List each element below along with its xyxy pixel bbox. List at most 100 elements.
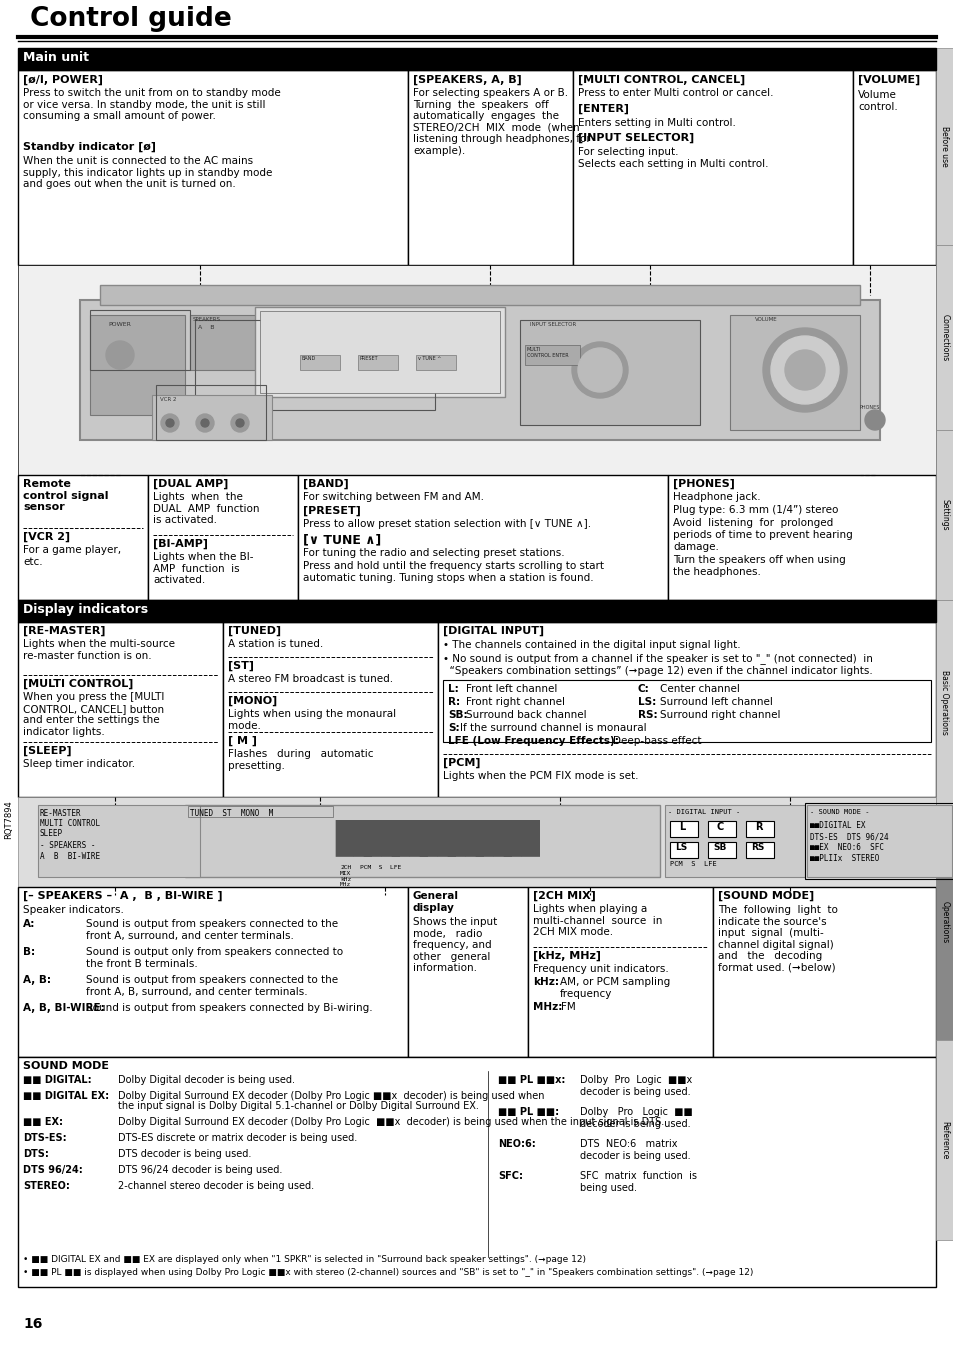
Text: Front right channel: Front right channel	[465, 697, 564, 706]
Bar	[194, 319, 435, 410]
Bar	[408, 887, 527, 1057]
Text: DTS-ES:: DTS-ES:	[23, 1134, 67, 1143]
Bar	[357, 355, 397, 369]
Text: ■■ DIGITAL:: ■■ DIGITAL:	[23, 1074, 91, 1085]
Bar	[935, 1041, 953, 1240]
Text: PRESET: PRESET	[359, 356, 378, 361]
Text: - DIGITAL INPUT -: - DIGITAL INPUT -	[667, 809, 740, 816]
Bar	[188, 806, 333, 817]
Text: Sound is output from speakers connected by Bi-wiring.: Sound is output from speakers connected …	[86, 1003, 373, 1012]
Text: display: display	[413, 903, 455, 913]
Text: Dolby   Pro   Logic  ■■
decoder is being used.: Dolby Pro Logic ■■ decoder is being used…	[579, 1107, 692, 1128]
Bar	[299, 355, 339, 369]
Text: [TUNED]: [TUNED]	[228, 625, 281, 636]
Text: • ■■ PL ■■ is displayed when using Dolby Pro Logic ■■x with stereo (2-channel) s: • ■■ PL ■■ is displayed when using Dolby…	[23, 1268, 753, 1277]
Text: A, B:: A, B:	[23, 975, 51, 985]
Text: periods of time to prevent hearing: periods of time to prevent hearing	[672, 530, 852, 541]
Bar	[156, 386, 266, 439]
Text: damage.: damage.	[672, 542, 719, 551]
Text: Sound is output from speakers connected to the
front A, surround, and center ter: Sound is output from speakers connected …	[86, 919, 337, 941]
Bar	[18, 266, 935, 474]
Text: SLEEP: SLEEP	[40, 829, 63, 838]
Bar	[90, 310, 190, 369]
Text: PCM  S  LFE: PCM S LFE	[359, 865, 401, 869]
Text: SFC  matrix  function  is
being used.: SFC matrix function is being used.	[579, 1171, 697, 1193]
Text: Headphone jack.: Headphone jack.	[672, 492, 760, 501]
Circle shape	[578, 348, 621, 392]
Text: [ø/I, POWER]: [ø/I, POWER]	[23, 75, 103, 85]
Text: [kHz, MHz]: [kHz, MHz]	[533, 950, 600, 961]
Circle shape	[864, 410, 884, 430]
Text: Display indicators: Display indicators	[23, 603, 148, 616]
Circle shape	[201, 419, 209, 427]
Text: [MULTI CONTROL, CANCEL]: [MULTI CONTROL, CANCEL]	[578, 75, 744, 85]
Text: [INPUT SELECTOR]: [INPUT SELECTOR]	[578, 133, 694, 143]
Text: INPUT SELECTOR: INPUT SELECTOR	[530, 322, 576, 328]
Text: B:: B:	[23, 948, 35, 957]
Text: Frequency unit indicators.: Frequency unit indicators.	[533, 964, 668, 975]
Circle shape	[572, 342, 627, 398]
Text: For selecting input.
Selects each setting in Multi control.: For selecting input. Selects each settin…	[578, 147, 768, 168]
Text: [PHONES]: [PHONES]	[672, 479, 734, 489]
Bar	[745, 842, 773, 857]
Text: General: General	[413, 891, 458, 900]
Text: The  following  light  to
indicate the source's
input  signal  (multi-
channel d: The following light to indicate the sour…	[718, 905, 837, 973]
Text: automatic tuning. Tuning stops when a station is found.: automatic tuning. Tuning stops when a st…	[303, 573, 593, 582]
Text: [MULTI CONTROL]: [MULTI CONTROL]	[23, 679, 133, 689]
Text: STEREO:: STEREO:	[23, 1181, 70, 1192]
Text: [SOUND MODE]: [SOUND MODE]	[718, 891, 814, 902]
Text: L:: L:	[448, 683, 458, 694]
Text: A:: A:	[23, 919, 35, 929]
Text: When the unit is connected to the AC mains
supply, this indicator lights up in s: When the unit is connected to the AC mai…	[23, 156, 273, 189]
Text: For switching between FM and AM.: For switching between FM and AM.	[303, 492, 483, 501]
Text: Dolby Digital Surround EX decoder (Dolby Pro Logic  ■■x  decoder) is being used : Dolby Digital Surround EX decoder (Dolby…	[118, 1117, 663, 1127]
Bar	[18, 600, 935, 621]
Bar	[185, 805, 659, 878]
Text: VOLUME: VOLUME	[754, 317, 777, 322]
Text: LS: LS	[675, 842, 686, 852]
Text: C:: C:	[638, 683, 649, 694]
Text: Dolby  Pro  Logic  ■■x
decoder is being used.: Dolby Pro Logic ■■x decoder is being use…	[579, 1074, 692, 1097]
Bar	[152, 395, 272, 439]
Bar	[524, 345, 579, 365]
Bar	[852, 70, 935, 266]
Text: [BAND]: [BAND]	[303, 479, 349, 489]
Text: Sleep timer indicator.: Sleep timer indicator.	[23, 759, 135, 768]
Text: SB:: SB:	[448, 710, 467, 720]
Bar	[190, 315, 290, 369]
Bar	[667, 474, 935, 600]
Bar	[935, 245, 953, 430]
Text: Plug type: 6.3 mm (1/4”) stereo: Plug type: 6.3 mm (1/4”) stereo	[672, 506, 838, 515]
Text: Sound is output from speakers connected to the
front A, B, surround, and center : Sound is output from speakers connected …	[86, 975, 337, 996]
Text: • The channels contained in the digital input signal light.: • The channels contained in the digital …	[442, 640, 740, 650]
Text: Remote
control signal
sensor: Remote control signal sensor	[23, 479, 109, 512]
Text: BAND: BAND	[302, 356, 315, 361]
Text: MULTI CONTROL: MULTI CONTROL	[40, 820, 100, 828]
Text: Connections: Connections	[940, 314, 948, 361]
Text: Press to allow preset station selection with [∨ TUNE ∧].: Press to allow preset station selection …	[303, 519, 591, 528]
Text: 2-channel stereo decoder is being used.: 2-channel stereo decoder is being used.	[118, 1181, 314, 1192]
Text: DTS-ES  DTS 96/24: DTS-ES DTS 96/24	[809, 832, 887, 841]
Text: For selecting speakers A or B.
Turning  the  speakers  off
automatically  engage: For selecting speakers A or B. Turning t…	[413, 88, 590, 156]
Text: A  B  BI-WIRE: A B BI-WIRE	[40, 852, 100, 861]
Text: Dolby Digital Surround EX decoder (Dolby Pro Logic ■■x  decoder) is being used w: Dolby Digital Surround EX decoder (Dolby…	[118, 1091, 544, 1101]
Text: A station is tuned.: A station is tuned.	[228, 639, 323, 648]
Text: Flashes   during   automatic
presetting.: Flashes during automatic presetting.	[228, 749, 374, 771]
Text: ■■DIGITAL EX: ■■DIGITAL EX	[809, 821, 864, 830]
Text: Control guide: Control guide	[30, 5, 232, 32]
Circle shape	[161, 414, 179, 431]
Text: Turn the speakers off when using: Turn the speakers off when using	[672, 555, 845, 565]
Text: SOUND MODE: SOUND MODE	[23, 1061, 109, 1072]
Text: Settings: Settings	[940, 499, 948, 531]
Bar	[519, 319, 700, 425]
Text: PCM  S  LFE: PCM S LFE	[669, 861, 716, 867]
Text: ■■ PL ■■x:: ■■ PL ■■x:	[497, 1074, 565, 1085]
Text: When you press the [MULTI
CONTROL, CANCEL] button
and enter the settings the
ind: When you press the [MULTI CONTROL, CANCE…	[23, 692, 164, 737]
Text: 16: 16	[23, 1317, 42, 1330]
Bar	[442, 679, 930, 741]
Bar	[527, 887, 712, 1057]
Text: [DIGITAL INPUT]: [DIGITAL INPUT]	[442, 625, 543, 636]
Bar	[416, 355, 456, 369]
Bar	[669, 821, 698, 837]
Text: RS:: RS:	[638, 710, 657, 720]
